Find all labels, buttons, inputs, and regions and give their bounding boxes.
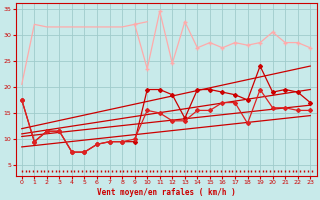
- X-axis label: Vent moyen/en rafales ( km/h ): Vent moyen/en rafales ( km/h ): [97, 188, 236, 197]
